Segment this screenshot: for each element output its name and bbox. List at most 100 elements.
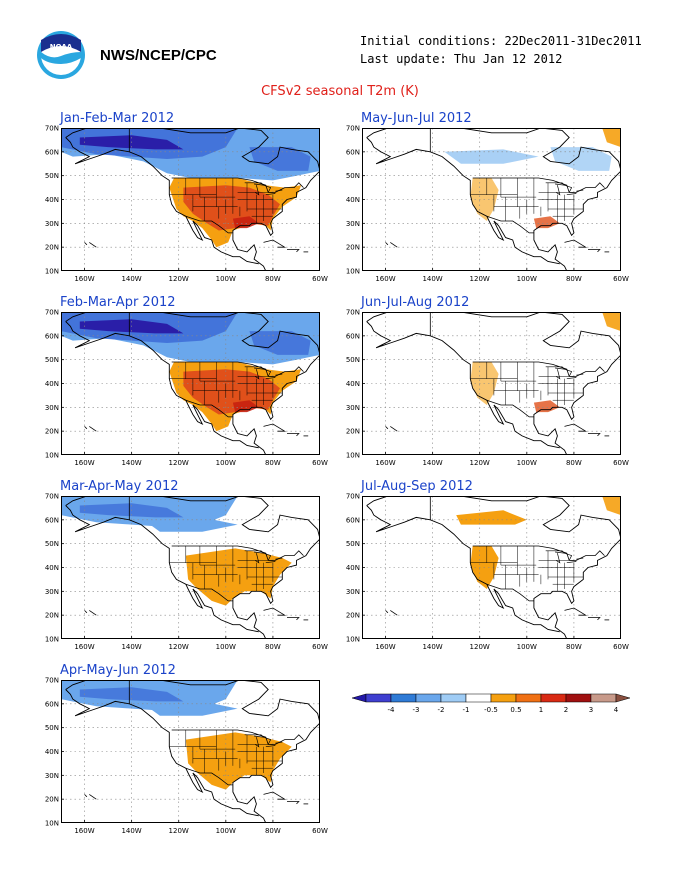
lon-tick-label: 120W (169, 827, 189, 835)
lon-tick-label: 160W (375, 643, 395, 651)
lat-tick-label: 40N (45, 196, 59, 204)
colorbar-segment (365, 693, 392, 703)
lat-tick-label: 30N (346, 404, 360, 412)
lon-tick-label: 160W (74, 275, 94, 283)
lat-tick-label: 20N (45, 244, 59, 252)
lat-tick-label: 10N (45, 636, 59, 644)
noaa-logo: NOAA (37, 31, 85, 79)
lon-tick-label: 100W (517, 275, 537, 283)
lon-tick-label: 120W (470, 275, 490, 283)
lat-tick-label: 70N (45, 677, 59, 685)
lon-tick-label: 80W (265, 275, 281, 283)
colorbar: -4 -3 -2 -1 -0.5 0.5 1 2 3 4 (352, 693, 630, 714)
lat-tick-label: 10N (45, 452, 59, 460)
colorbar-segment (465, 693, 492, 703)
lat-tick-label: 60N (346, 332, 360, 340)
colorbar-label: -4 (388, 706, 396, 714)
lat-tick-label: 20N (346, 612, 360, 620)
lat-tick-label: 70N (346, 493, 360, 501)
lon-tick-label: 80W (265, 827, 281, 835)
colorbar-label: 0.5 (510, 706, 521, 714)
colorbar-label: 1 (539, 706, 543, 714)
map-panel-jas (362, 496, 621, 639)
lon-tick-label: 60W (312, 827, 328, 835)
lon-tick-label: 80W (566, 643, 582, 651)
lat-tick-label: 30N (45, 772, 59, 780)
lon-tick-label: 100W (216, 643, 236, 651)
lat-tick-label: 60N (45, 516, 59, 524)
lon-tick-label: 120W (169, 275, 189, 283)
lat-tick-label: 20N (346, 428, 360, 436)
lat-tick-label: 50N (45, 540, 59, 548)
lat-tick-label: 50N (45, 172, 59, 180)
lat-tick-label: 30N (45, 404, 59, 412)
lat-tick-label: 70N (45, 125, 59, 133)
colorbar-end-right (615, 693, 630, 703)
lon-tick-label: 160W (74, 643, 94, 651)
colorbar-segment (415, 693, 442, 703)
lat-tick-label: 60N (346, 148, 360, 156)
colorbar-label: -3 (413, 706, 420, 714)
panel-title-jas: Jul-Aug-Sep 2012 (361, 479, 473, 494)
panel-title-mjj: May-Jun-Jul 2012 (361, 111, 472, 126)
lon-tick-label: 140W (121, 827, 141, 835)
lon-tick-label: 60W (613, 275, 629, 283)
panel-title-fma: Feb-Mar-Apr 2012 (60, 295, 176, 310)
colorbar-segment (515, 693, 542, 703)
colorbar-segment (565, 693, 592, 703)
lon-tick-label: 140W (121, 275, 141, 283)
lon-tick-label: 160W (375, 275, 395, 283)
lat-tick-label: 60N (45, 700, 59, 708)
lon-tick-label: 140W (422, 459, 442, 467)
lon-tick-label: 160W (74, 827, 94, 835)
lon-tick-label: 120W (169, 643, 189, 651)
lat-tick-label: 70N (346, 309, 360, 317)
map-panel-fma (61, 312, 320, 455)
panel-title-mam: Mar-Apr-May 2012 (60, 479, 179, 494)
colorbar-segment (390, 693, 417, 703)
lon-tick-label: 100W (216, 459, 236, 467)
colorbar-end-left (352, 693, 367, 703)
lon-tick-label: 140W (121, 643, 141, 651)
lat-tick-label: 10N (346, 452, 360, 460)
lat-tick-label: 60N (346, 516, 360, 524)
lon-tick-label: 60W (312, 459, 328, 467)
colorbar-label: -1 (463, 706, 470, 714)
lon-tick-label: 80W (265, 643, 281, 651)
figure-title: CFSv2 seasonal T2m (K) (261, 84, 419, 99)
colorbar-segment (540, 693, 567, 703)
lat-tick-label: 30N (45, 588, 59, 596)
lat-tick-label: 20N (45, 612, 59, 620)
lon-tick-label: 60W (312, 275, 328, 283)
lon-tick-label: 140W (422, 643, 442, 651)
lat-tick-label: 20N (45, 796, 59, 804)
colorbar-label: -0.5 (484, 706, 498, 714)
lat-tick-label: 40N (45, 380, 59, 388)
colorbar-segment (590, 693, 617, 703)
lon-tick-label: 160W (74, 459, 94, 467)
lon-tick-label: 140W (121, 459, 141, 467)
lat-tick-label: 60N (45, 332, 59, 340)
colorbar-label: 2 (564, 706, 568, 714)
lat-tick-label: 10N (45, 268, 59, 276)
panel-title-jja: Jun-Jul-Aug 2012 (361, 295, 470, 310)
lat-tick-label: 70N (346, 125, 360, 133)
lat-tick-label: 30N (45, 220, 59, 228)
lat-tick-label: 50N (346, 540, 360, 548)
lon-tick-label: 80W (566, 275, 582, 283)
lat-tick-label: 30N (346, 220, 360, 228)
map-panel-jfm (61, 128, 320, 271)
lat-tick-label: 50N (346, 172, 360, 180)
lat-tick-label: 10N (45, 820, 59, 828)
colorbar-segment (490, 693, 517, 703)
lon-tick-label: 120W (470, 643, 490, 651)
map-panel-mam (61, 496, 320, 639)
map-panel-mjj (362, 128, 621, 271)
lat-tick-label: 20N (346, 244, 360, 252)
colorbar-label: 4 (614, 706, 619, 714)
lat-tick-label: 40N (346, 380, 360, 388)
lon-tick-label: 120W (470, 459, 490, 467)
lon-tick-label: 60W (613, 459, 629, 467)
lat-tick-label: 30N (346, 588, 360, 596)
lon-tick-label: 80W (265, 459, 281, 467)
